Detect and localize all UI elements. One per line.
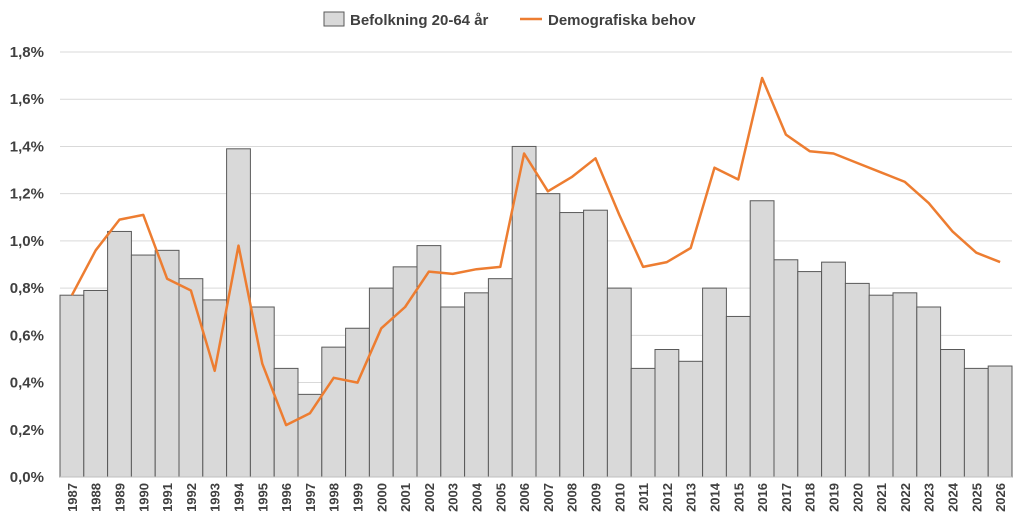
bar-1998 [321, 346, 347, 478]
x-tick-label: 2026 [993, 483, 1008, 512]
y-tick-label: 0,8% [10, 280, 44, 297]
bar-2020 [844, 282, 870, 478]
x-tick-label: 2007 [541, 483, 556, 512]
x-tick-label: 1998 [327, 483, 342, 512]
bar-2025 [963, 367, 989, 478]
x-tick-label: 2021 [874, 483, 889, 512]
x-tick-label: 2019 [827, 483, 842, 512]
x-tick-label: 2004 [470, 482, 485, 512]
x-tick-label: 2009 [589, 483, 604, 512]
x-tick-label: 2005 [493, 483, 508, 512]
x-tick-label: 1988 [89, 483, 104, 512]
x-tick-label: 1992 [184, 483, 199, 512]
bar-2021 [868, 294, 894, 478]
bar-2008 [559, 212, 585, 478]
x-tick-label: 1994 [232, 482, 247, 512]
bar-1992 [178, 278, 204, 478]
x-tick-label: 1995 [255, 483, 270, 512]
x-tick-label: 2014 [708, 482, 723, 512]
x-tick-label: 2016 [755, 483, 770, 512]
y-tick-label: 0,4% [10, 375, 44, 392]
bar-2002 [416, 245, 442, 478]
bar-2026 [987, 365, 1013, 478]
bar-2001 [392, 266, 418, 478]
bar-2019 [821, 261, 846, 478]
x-tick-label: 2024 [946, 482, 961, 512]
y-axis-tick-labels: 0,0% 0,2% 0,4% 0,6% 0,8% 1,0% 1,2% 1,4% 1,6% 1,8% [10, 44, 44, 486]
bar-2013 [678, 360, 704, 478]
x-tick-label: 1993 [208, 483, 223, 512]
y-tick-label: 1,8% [10, 44, 44, 61]
line-series-demografiska-behov [70, 76, 1001, 427]
x-tick-label: 2020 [850, 483, 865, 512]
x-tick-label: 2002 [422, 483, 437, 512]
bar-2023 [916, 306, 942, 478]
x-tick-label: 2010 [612, 483, 627, 512]
bar-2016 [749, 200, 775, 478]
bar-2015 [725, 315, 751, 478]
bar-1994 [226, 148, 251, 478]
bar-1991 [154, 249, 180, 478]
x-tick-label: 2000 [374, 483, 389, 512]
x-tick-label: 2018 [803, 483, 818, 512]
x-tick-label: 1991 [160, 483, 175, 512]
bar-2003 [440, 306, 466, 478]
bar-2005 [487, 278, 513, 478]
x-tick-label: 2001 [398, 483, 413, 512]
x-tick-label: 2008 [565, 483, 580, 512]
x-tick-label: 1997 [303, 483, 318, 512]
y-tick-label: 0,6% [10, 327, 44, 344]
bar-2007 [535, 193, 561, 478]
bar-2012 [654, 349, 680, 478]
bar-1999 [345, 327, 370, 478]
bar-2009 [583, 209, 608, 478]
bar-1987 [59, 294, 85, 478]
y-tick-label: 1,4% [10, 138, 44, 155]
bar-2024 [940, 349, 965, 478]
x-tick-label: 1989 [113, 483, 128, 512]
bar-1990 [130, 254, 156, 478]
legend-label-befolkning: Befolkning 20-64 år [350, 12, 489, 29]
legend: Befolkning 20-64 år Demografiska behov [323, 11, 696, 29]
bar-2000 [368, 287, 394, 478]
x-tick-label: 2015 [731, 483, 746, 512]
bar-1989 [107, 230, 132, 478]
x-tick-label: 2006 [517, 483, 532, 512]
x-tick-label: 1996 [279, 483, 294, 512]
bar-2018 [797, 271, 823, 478]
bar-1997 [297, 393, 323, 478]
y-tick-label: 1,2% [10, 186, 44, 203]
x-tick-label: 2012 [660, 483, 675, 512]
bar-2017 [773, 259, 799, 478]
bar-2011 [630, 367, 656, 478]
y-tick-label: 1,0% [10, 233, 44, 250]
y-tick-label: 0,0% [10, 469, 44, 486]
y-tick-label: 1,6% [10, 91, 44, 108]
x-tick-label: 2023 [922, 483, 937, 512]
bar-1995 [249, 306, 275, 478]
x-tick-label: 2017 [779, 483, 794, 512]
bar-series [59, 145, 1013, 478]
bar-2022 [892, 292, 918, 478]
bar-1988 [83, 289, 109, 478]
x-axis-tick-labels: 1987 1988 1989 1990 1991 1992 1993 1994 1995 1996… [65, 482, 1008, 512]
legend-swatch-befolkning [323, 11, 345, 27]
x-tick-label: 2013 [684, 483, 699, 512]
x-tick-label: 1990 [136, 483, 151, 512]
x-tick-label: 2011 [636, 483, 651, 511]
x-tick-label: 1999 [351, 483, 366, 512]
x-tick-label: 2025 [969, 483, 984, 512]
x-tick-label: 2003 [446, 483, 461, 512]
x-tick-label: 2022 [898, 483, 913, 512]
y-tick-label: 0,2% [10, 422, 44, 439]
bar-2004 [464, 292, 489, 478]
bar-2010 [606, 287, 632, 478]
x-tick-label: 1987 [65, 483, 80, 512]
bar-2014 [702, 287, 727, 478]
legend-label-demografiska: Demografiska behov [548, 12, 696, 29]
